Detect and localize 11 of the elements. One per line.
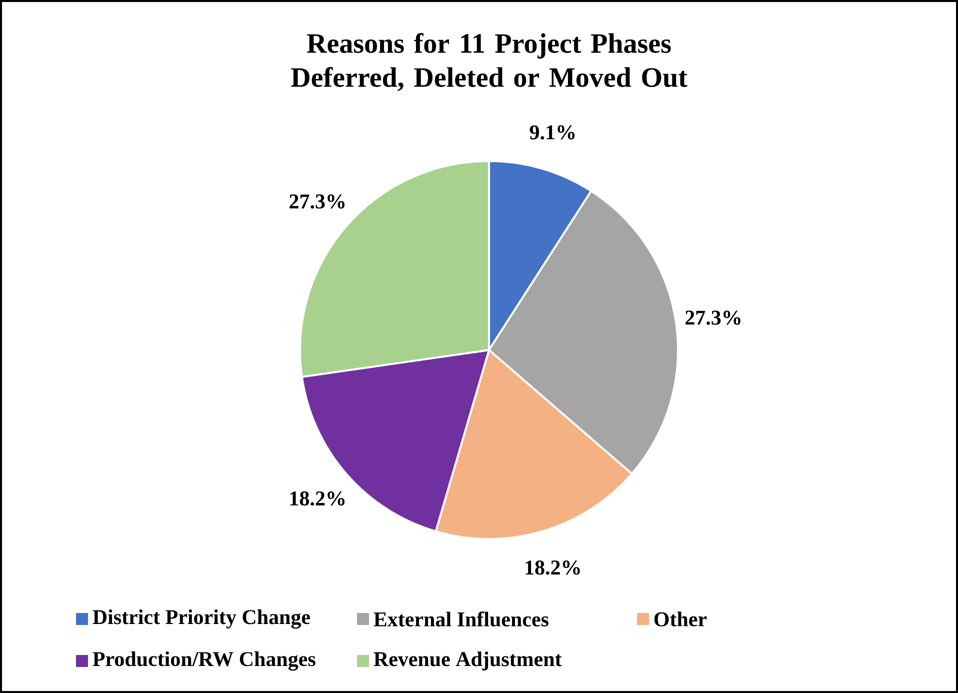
legend-label: Revenue Adjustment [374,651,562,671]
legend-label: Other [654,612,707,626]
data-label: 27.3% [686,310,740,325]
chart-title: Reasons for 11 Project Phases Deferred, Deleted or Moved Out [291,32,688,92]
data-label: 27.3% [290,194,344,209]
data-label: 18.2% [290,491,344,506]
legend-label: External Influences [374,611,548,627]
data-label: 9.1% [530,125,575,140]
legend-label: District Priority Change [92,609,310,629]
data-label: 18.2% [526,560,580,575]
legend-label: Production/RW Changes [92,651,316,671]
